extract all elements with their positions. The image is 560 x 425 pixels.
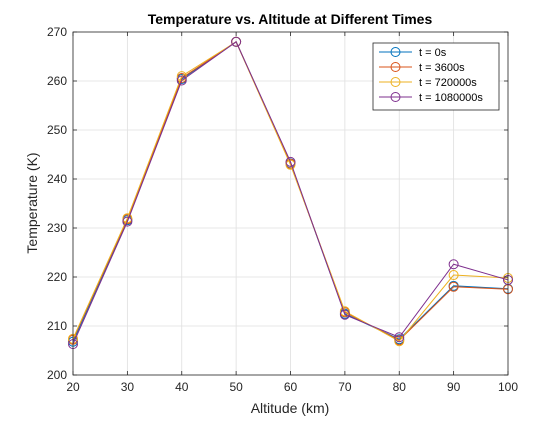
series-line: [72, 41, 509, 345]
legend-label: t = 1080000s: [419, 92, 483, 104]
data-point: [285, 159, 296, 170]
y-tick-label: 270: [47, 25, 67, 39]
x-tick-label: 50: [229, 380, 243, 394]
y-tick-label: 220: [47, 270, 67, 284]
legend-entry: t = 1080000s: [379, 92, 483, 104]
chart-title: Temperature vs. Altitude at Different Ti…: [148, 11, 433, 27]
legend-entry: t = 3600s: [379, 62, 465, 74]
tick-layer: 20 30 40 50 60 70 80 90 100 200 210 220 230 240 250 260…: [47, 25, 518, 394]
data-point: [285, 156, 296, 167]
x-tick-label: 90: [447, 380, 461, 394]
y-tick-label: 230: [47, 221, 67, 235]
legend-label: t = 720000s: [419, 77, 477, 89]
y-tick-label: 250: [47, 123, 67, 137]
data-point: [394, 332, 405, 343]
x-tick-label: 40: [175, 380, 189, 394]
legend-entry: t = 0s: [379, 47, 447, 59]
x-tick-label: 80: [393, 380, 407, 394]
legend: t = 0s t = 3600s t = 720000s t = 1080000s: [372, 42, 500, 111]
legend-box: [372, 42, 500, 111]
x-tick-label: 100: [498, 380, 518, 394]
data-point: [339, 309, 350, 320]
data-point: [448, 281, 459, 292]
data-point: [231, 36, 242, 47]
series-line: [72, 41, 509, 342]
legend-entry: t = 720000s: [379, 77, 477, 89]
series-layer: [68, 36, 513, 350]
legend-label: t = 0s: [419, 47, 447, 59]
legend-marker: [390, 77, 401, 87]
legend-label: t = 3600s: [419, 62, 465, 74]
legend-marker: [390, 47, 401, 57]
x-tick-label: 20: [66, 380, 80, 394]
y-tick-label: 240: [47, 172, 67, 186]
data-point: [448, 270, 459, 281]
y-axis-label: Temperature (K): [24, 152, 40, 253]
legend-marker: [390, 92, 401, 102]
data-point: [122, 216, 133, 227]
x-axis-label: Altitude (km): [251, 400, 330, 416]
data-point: [448, 259, 459, 270]
y-tick-label: 210: [47, 319, 67, 333]
legend-marker: [390, 62, 401, 72]
x-tick-label: 30: [121, 380, 135, 394]
y-tick-label: 200: [47, 368, 67, 382]
data-point: [176, 75, 187, 86]
x-tick-label: 60: [284, 380, 298, 394]
data-point: [339, 306, 350, 317]
x-tick-label: 70: [338, 380, 352, 394]
y-tick-label: 260: [47, 74, 67, 88]
